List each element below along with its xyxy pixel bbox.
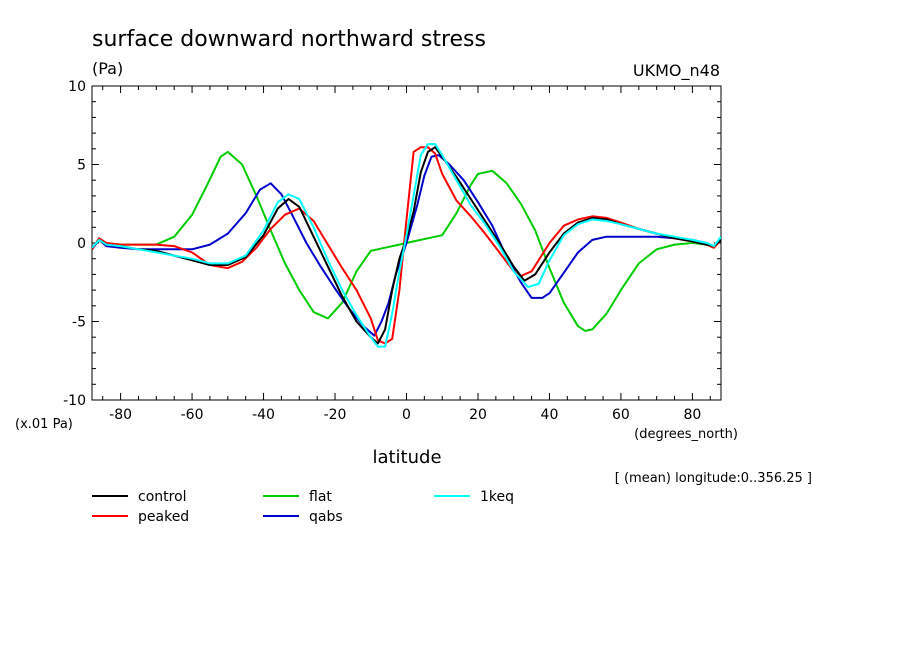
x-tick-label: -40 (252, 407, 275, 423)
y-tick-label: -10 (63, 393, 86, 409)
chart-title: surface downward northward stress (92, 27, 486, 52)
x-tick-label: 60 (612, 407, 630, 423)
axis-ticks (92, 85, 721, 401)
x-axis-label: latitude (372, 447, 441, 468)
x-tick-label: -60 (181, 407, 204, 423)
legend-label-qabs: qabs (309, 509, 343, 525)
x-tick-label: -20 (324, 407, 347, 423)
y-tick-label: 0 (77, 236, 86, 252)
legend-label-1keq: 1keq (480, 489, 514, 505)
model-label: UKMO_n48 (633, 61, 720, 81)
tick-labels: -80 -60 -40 -20 0 20 40 60 80 10 5 0 -5 -10 (63, 79, 701, 423)
legend-label-control: control (138, 489, 187, 505)
x-units-label: (degrees_north) (634, 427, 738, 442)
units-label: (Pa) (92, 59, 123, 78)
x-tick-label: -80 (109, 407, 132, 423)
y-tick-label: -5 (72, 315, 86, 331)
x-tick-label: 80 (683, 407, 701, 423)
series-line-flat (92, 150, 721, 332)
scale-note: (x.01 Pa) (15, 417, 73, 432)
subset-label: [ (mean) longitude:0..356.25 ] (615, 471, 812, 486)
y-tick-label: 5 (77, 158, 86, 174)
series-line-control (92, 146, 721, 345)
legend-label-peaked: peaked (138, 509, 189, 525)
series-line-qabs (92, 154, 721, 337)
x-tick-label: 20 (469, 407, 487, 423)
y-tick-label: 10 (68, 79, 86, 95)
legend: control peaked flat qabs 1keq (92, 489, 514, 525)
series-lines (92, 143, 721, 348)
series-line-1keq (92, 143, 721, 348)
legend-label-flat: flat (309, 489, 332, 505)
x-tick-label: 0 (402, 407, 411, 423)
x-tick-label: 40 (541, 407, 559, 423)
